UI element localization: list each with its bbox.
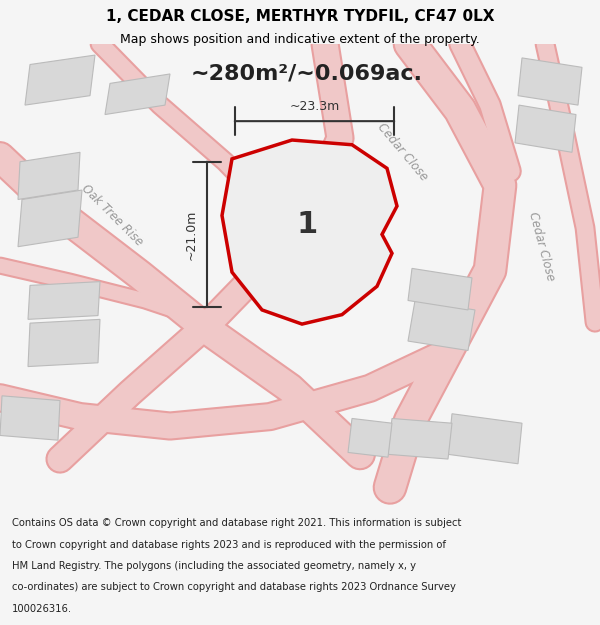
Polygon shape bbox=[25, 55, 95, 105]
Polygon shape bbox=[18, 152, 80, 199]
Text: to Crown copyright and database rights 2023 and is reproduced with the permissio: to Crown copyright and database rights 2… bbox=[12, 539, 446, 549]
Polygon shape bbox=[408, 268, 472, 310]
Polygon shape bbox=[518, 58, 582, 105]
Text: HM Land Registry. The polygons (including the associated geometry, namely x, y: HM Land Registry. The polygons (includin… bbox=[12, 561, 416, 571]
Polygon shape bbox=[348, 419, 392, 457]
Polygon shape bbox=[105, 74, 170, 114]
Polygon shape bbox=[0, 396, 60, 440]
Text: Contains OS data © Crown copyright and database right 2021. This information is : Contains OS data © Crown copyright and d… bbox=[12, 518, 461, 528]
Text: ~280m²/~0.069ac.: ~280m²/~0.069ac. bbox=[191, 64, 423, 84]
Polygon shape bbox=[18, 190, 82, 247]
Polygon shape bbox=[388, 419, 452, 459]
Text: ~21.0m: ~21.0m bbox=[185, 209, 197, 259]
Text: 1: 1 bbox=[296, 211, 317, 239]
Polygon shape bbox=[28, 319, 100, 366]
Polygon shape bbox=[28, 282, 100, 319]
Text: Map shows position and indicative extent of the property.: Map shows position and indicative extent… bbox=[120, 32, 480, 46]
Text: Cedar Close: Cedar Close bbox=[375, 121, 431, 184]
Text: Cedar Close: Cedar Close bbox=[527, 211, 557, 282]
Polygon shape bbox=[222, 140, 397, 324]
Text: 1, CEDAR CLOSE, MERTHYR TYDFIL, CF47 0LX: 1, CEDAR CLOSE, MERTHYR TYDFIL, CF47 0LX bbox=[106, 9, 494, 24]
Text: Oak Tree Rise: Oak Tree Rise bbox=[79, 182, 145, 249]
Text: co-ordinates) are subject to Crown copyright and database rights 2023 Ordnance S: co-ordinates) are subject to Crown copyr… bbox=[12, 582, 456, 592]
Text: 100026316.: 100026316. bbox=[12, 604, 72, 614]
Text: ~23.3m: ~23.3m bbox=[289, 101, 340, 114]
Polygon shape bbox=[408, 301, 475, 351]
Polygon shape bbox=[448, 414, 522, 464]
Polygon shape bbox=[515, 105, 576, 152]
